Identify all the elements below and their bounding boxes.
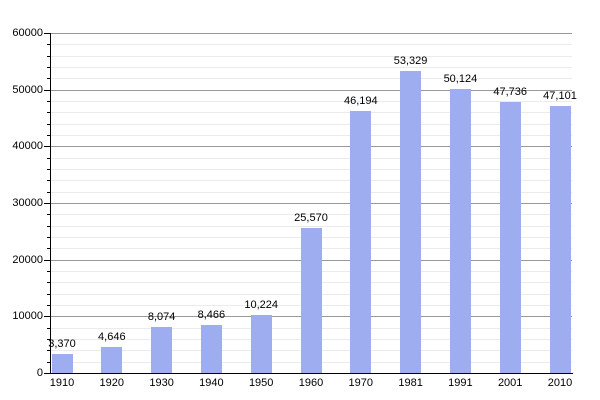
bar	[151, 327, 173, 373]
y-tick-label: 50000	[12, 83, 43, 96]
bar	[51, 354, 73, 373]
y-tick-label: 0	[36, 367, 43, 379]
bar-value-label: 8,466	[197, 309, 226, 321]
bar	[250, 315, 272, 373]
bar-value-label: 47,101	[543, 90, 577, 102]
y-tick-minor	[47, 44, 50, 46]
x-tick-label: 1981	[398, 377, 423, 389]
y-tick-minor	[47, 191, 50, 193]
y-tick-minor	[47, 225, 50, 227]
y-tick-major	[44, 203, 50, 204]
y-tick-label: 10000	[12, 310, 43, 323]
x-tick-label: 2001	[497, 377, 523, 389]
y-axis-line	[50, 33, 51, 374]
bar	[101, 347, 123, 373]
y-gridline-minor	[50, 225, 572, 227]
y-tick-minor	[47, 78, 50, 80]
y-tick-label: 40000	[12, 140, 43, 153]
y-gridline-major	[50, 89, 572, 91]
y-tick-minor	[47, 305, 50, 306]
y-tick-minor	[47, 101, 50, 102]
y-tick-minor	[47, 169, 50, 170]
y-gridline-minor	[50, 78, 572, 80]
bar	[549, 106, 571, 373]
y-gridline-minor	[50, 191, 572, 193]
x-tick-label: 1960	[298, 377, 324, 389]
y-gridline-minor	[50, 112, 572, 114]
y-tick-major	[44, 33, 50, 34]
x-tick-label: 1930	[149, 377, 174, 389]
y-gridline-minor	[50, 123, 572, 125]
y-gridline-major	[50, 203, 572, 204]
bar-value-label: 53,329	[393, 55, 428, 67]
y-tick-minor	[47, 282, 50, 284]
x-tick-label: 1950	[248, 377, 274, 389]
bar	[350, 111, 372, 373]
y-tick-minor	[47, 135, 50, 136]
y-tick-major	[44, 259, 50, 261]
y-tick-major	[44, 373, 50, 374]
x-tick-label: 1970	[348, 377, 374, 389]
x-tick-label: 1991	[448, 377, 473, 389]
y-tick-minor	[47, 248, 50, 250]
x-tick-label: 1920	[99, 377, 125, 389]
bar-value-label: 46,194	[343, 95, 378, 107]
y-gridline-minor	[50, 214, 572, 216]
x-tick-label: 1910	[49, 377, 75, 389]
y-gridline-major	[50, 146, 572, 148]
y-tick-minor	[47, 293, 50, 295]
x-tick-label: 1940	[199, 377, 224, 389]
bar-value-label: 8,074	[147, 311, 176, 323]
y-gridline-minor	[50, 180, 572, 182]
bar-value-label: 25,570	[294, 212, 328, 224]
y-gridline-minor	[50, 169, 572, 170]
bar-value-label: 4,646	[98, 331, 126, 343]
y-gridline-minor	[50, 101, 572, 102]
y-tick-minor	[47, 157, 50, 159]
y-tick-major	[44, 146, 50, 148]
y-tick-minor	[47, 214, 50, 216]
y-gridline-minor	[50, 157, 572, 159]
x-tick-label: 2010	[547, 377, 573, 389]
y-tick-label: 60000	[12, 27, 43, 39]
y-tick-minor	[47, 55, 50, 57]
y-gridline-minor	[50, 55, 572, 57]
y-tick-minor	[47, 180, 50, 182]
y-gridline-minor	[50, 67, 572, 68]
y-tick-label: 30000	[12, 197, 43, 209]
x-axis-line	[50, 373, 573, 374]
y-tick-minor	[47, 123, 50, 125]
bar-value-label: 3,370	[48, 338, 76, 350]
bar	[449, 89, 471, 373]
y-tick-minor	[47, 339, 50, 340]
bar-value-label: 47,736	[493, 86, 528, 98]
bar	[200, 325, 222, 373]
y-tick-major	[44, 89, 50, 91]
y-tick-minor	[47, 327, 50, 329]
y-tick-minor	[47, 112, 50, 114]
bar	[400, 71, 422, 373]
bar	[499, 102, 521, 373]
y-tick-minor	[47, 350, 50, 352]
bar	[300, 228, 322, 373]
y-gridline-minor	[50, 135, 572, 136]
y-gridline-minor	[50, 44, 572, 46]
y-tick-minor	[47, 271, 50, 272]
y-tick-label: 20000	[12, 253, 43, 266]
y-tick-minor	[47, 67, 50, 68]
y-gridline-major	[50, 33, 572, 34]
bar-value-label: 10,224	[244, 299, 279, 311]
y-tick-minor	[47, 361, 50, 363]
y-tick-major	[44, 316, 50, 318]
y-tick-minor	[47, 237, 50, 238]
bar-value-label: 50,124	[443, 73, 478, 85]
